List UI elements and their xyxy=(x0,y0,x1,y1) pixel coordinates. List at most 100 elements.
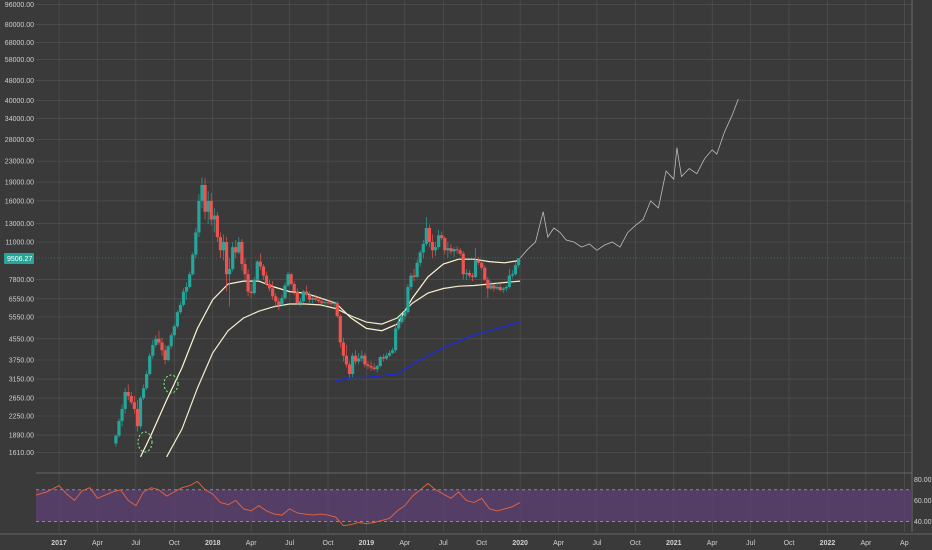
candle-body xyxy=(163,350,167,360)
x-tick-label: Apr xyxy=(707,540,719,547)
candle-body xyxy=(477,260,481,263)
candle-body xyxy=(126,392,130,397)
highlight-circle-2 xyxy=(163,374,179,394)
candle-body xyxy=(409,275,413,287)
candle-body xyxy=(326,302,330,304)
candle-body xyxy=(231,247,235,269)
candle-body xyxy=(446,248,450,251)
rsi-line xyxy=(35,480,521,527)
x-tick-label: 2019 xyxy=(359,540,375,547)
candle-body xyxy=(317,299,321,302)
candle-body xyxy=(415,262,419,277)
y-tick-label: 19000.00 xyxy=(5,180,34,187)
candle-body xyxy=(458,250,462,254)
candle-body xyxy=(360,355,364,359)
candle-body xyxy=(354,355,358,362)
candle-body xyxy=(215,215,219,238)
candle-body xyxy=(114,435,118,444)
candle-body xyxy=(344,355,349,365)
x-tick-label: Oct xyxy=(169,540,180,547)
candle-body xyxy=(443,238,447,251)
candle-body xyxy=(181,291,186,305)
candle-body xyxy=(455,249,459,251)
candle-body xyxy=(427,227,432,243)
candle-body xyxy=(311,298,315,300)
candle-body xyxy=(363,355,367,365)
candle-body xyxy=(498,286,502,291)
x-tick-label: 2018 xyxy=(205,540,221,547)
x-tick-label: 2020 xyxy=(512,540,528,547)
candle-body xyxy=(246,274,250,292)
candle-body xyxy=(175,312,179,327)
candle-body xyxy=(504,286,508,289)
candle-body xyxy=(271,288,275,297)
x-tick-label: 2017 xyxy=(51,540,67,547)
y-tick-label: 3750.00 xyxy=(9,357,34,364)
projection-line xyxy=(519,98,739,259)
candle-body xyxy=(228,268,232,275)
y-tick-label: 23000.00 xyxy=(5,159,34,166)
candle-body xyxy=(237,242,241,253)
candle-body xyxy=(298,301,302,304)
candle-body xyxy=(369,365,373,368)
current-price-box xyxy=(4,253,34,265)
candle-body xyxy=(424,227,428,245)
y-tick-label: 28000.00 xyxy=(5,137,34,144)
candle-body xyxy=(295,291,299,304)
x-tick-label: Oct xyxy=(784,540,795,547)
ma-long-line xyxy=(335,321,521,382)
candle-body xyxy=(492,285,496,289)
candle-body xyxy=(378,357,382,366)
candle-body xyxy=(495,286,499,289)
candle-body xyxy=(406,286,410,313)
candle-body xyxy=(169,335,173,347)
candle-body xyxy=(430,242,435,251)
candle-body xyxy=(178,304,183,313)
candle-body xyxy=(172,326,176,336)
candle-body xyxy=(418,252,422,263)
y-tick-label: 80000.00 xyxy=(5,22,34,29)
y-tick-label: 3150.00 xyxy=(9,377,34,384)
x-tick-label: Apr xyxy=(246,540,258,547)
candle-body xyxy=(347,364,352,375)
candle-body xyxy=(206,200,210,212)
candle-body xyxy=(289,274,293,284)
current-price-label: 9506.27 xyxy=(7,256,32,263)
candle-body xyxy=(357,358,361,362)
y-tick-label: 7800.00 xyxy=(9,277,34,284)
x-tick-label: Oct xyxy=(476,540,487,547)
candle-body xyxy=(433,247,438,251)
candle-body xyxy=(286,274,290,286)
y-tick-label: 13000.00 xyxy=(5,221,34,228)
candle-body xyxy=(129,396,133,403)
candle-body xyxy=(461,253,465,275)
y-tick-label: 34000.00 xyxy=(5,116,34,123)
candle-body xyxy=(473,260,478,277)
candle-body xyxy=(261,266,266,276)
candle-body xyxy=(350,355,355,375)
rsi-tick-label: 80.00 xyxy=(914,477,932,484)
y-tick-label: 5550.00 xyxy=(9,315,34,322)
x-tick-label: 2022 xyxy=(820,540,836,547)
candle-body xyxy=(148,355,152,375)
rsi-pane xyxy=(35,480,912,527)
candle-body xyxy=(329,303,333,305)
y-tick-label: 1610.00 xyxy=(9,450,34,457)
candle-body xyxy=(452,249,456,252)
candle-body xyxy=(166,346,170,360)
x-tick-label: Jul xyxy=(592,540,601,547)
candle-body xyxy=(191,254,195,275)
candle-body xyxy=(375,365,379,370)
x-tick-label: Apr xyxy=(860,540,872,547)
candle-body xyxy=(332,303,336,305)
candle-body xyxy=(320,301,324,304)
x-tick-label: Ap xyxy=(900,540,909,547)
candle-body xyxy=(335,303,339,317)
y-tick-label: 96000.00 xyxy=(5,2,34,9)
candle-body xyxy=(203,185,207,212)
candle-body xyxy=(274,296,278,302)
candle-body xyxy=(390,350,395,353)
candle-body xyxy=(510,274,515,276)
candle-body xyxy=(304,291,309,295)
